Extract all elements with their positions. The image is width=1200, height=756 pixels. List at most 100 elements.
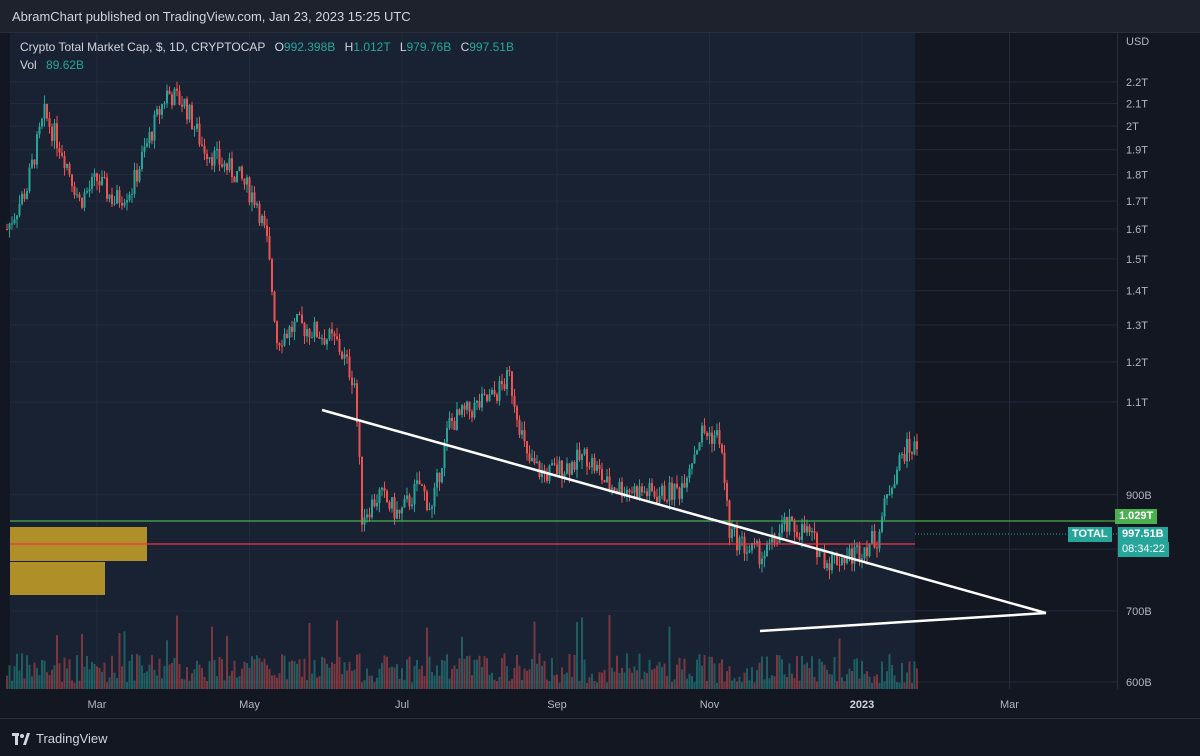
candle-body	[556, 464, 558, 474]
candle-body	[286, 333, 288, 338]
candle-body	[638, 486, 641, 499]
candle-body	[793, 520, 796, 532]
candle-body	[856, 545, 858, 548]
tradingview-logo[interactable]: TradingView	[12, 731, 108, 746]
volume-bar	[178, 664, 181, 689]
volume-bar	[198, 664, 201, 689]
volume-bar	[551, 658, 553, 689]
candle-body	[381, 487, 383, 490]
volume-bar	[776, 654, 778, 689]
volume-bar	[168, 664, 171, 689]
candle-body	[113, 203, 116, 205]
volume-bar	[883, 681, 886, 689]
candle-body	[733, 526, 736, 530]
legend-low-label: L	[399, 40, 407, 54]
candle-body	[118, 190, 121, 203]
candle-body	[78, 194, 81, 198]
volume-bar	[631, 672, 633, 689]
y-tick-label: 2.1T	[1126, 98, 1148, 110]
volume-bar	[73, 682, 76, 689]
volume-bar	[706, 680, 708, 689]
volume-bar	[18, 670, 21, 689]
legend-high: 1.012T	[353, 40, 391, 54]
y-tick-label: 2.2T	[1126, 77, 1148, 89]
candle-body	[578, 449, 581, 460]
candle-body	[541, 469, 543, 477]
volume-bar	[316, 677, 318, 689]
volume-bar	[411, 682, 413, 689]
volume-bar	[298, 659, 301, 689]
candle-body	[873, 530, 876, 548]
candle-body	[843, 557, 846, 564]
volume-bar	[458, 658, 461, 689]
candle-body	[108, 194, 111, 199]
volume-bar	[278, 673, 281, 689]
candle-body	[453, 421, 456, 430]
candle-body	[696, 450, 698, 455]
candle-body	[351, 377, 353, 386]
volume-bar	[156, 675, 158, 689]
ascending-trendline	[759, 611, 1047, 633]
candle-body	[321, 338, 323, 340]
candle-body	[743, 536, 746, 554]
candle-body	[21, 193, 23, 205]
candle-body	[833, 554, 836, 556]
candle-body	[266, 225, 268, 237]
volume-bar	[878, 682, 881, 689]
volume-bar	[201, 668, 203, 689]
candle-body	[888, 494, 891, 496]
volume-bar	[783, 674, 786, 689]
x-tick-label: 2023	[850, 699, 874, 711]
volume-bar	[253, 659, 256, 689]
y-tick-label: 1.5T	[1126, 254, 1148, 266]
volume-bar	[438, 675, 441, 689]
volume-bar	[323, 658, 326, 689]
candle-body	[688, 468, 691, 479]
candle-body	[133, 170, 136, 194]
volume-bar	[748, 680, 751, 689]
candle-body	[283, 333, 286, 346]
volume-bar	[131, 654, 133, 689]
candle-body	[708, 432, 711, 437]
volume-bar	[228, 675, 231, 689]
candle-body	[166, 90, 168, 104]
volume-bar	[263, 658, 266, 689]
volume-bar	[356, 654, 358, 689]
volume-bar	[353, 669, 356, 689]
candle-body	[676, 483, 678, 488]
volume-bar	[226, 635, 228, 689]
candle-body	[31, 159, 33, 168]
candle-body	[171, 94, 173, 106]
volume-bar	[723, 681, 726, 689]
volume-bar	[741, 682, 743, 689]
candle-body	[626, 489, 628, 495]
candle-body	[421, 484, 423, 487]
grid-lines	[10, 33, 1117, 689]
volume-bar	[683, 658, 686, 689]
candle-body	[301, 314, 303, 323]
legend-symbol: Crypto Total Market Cap, $, 1D, CRYPTOCA…	[20, 40, 266, 54]
volume-bar	[756, 670, 758, 689]
candles	[6, 81, 918, 580]
volume-bar	[241, 668, 243, 689]
volume-bar	[331, 662, 333, 689]
candle-body	[236, 171, 238, 183]
candle-body	[261, 215, 263, 224]
volume-bar	[243, 661, 246, 689]
candle-body	[318, 336, 321, 339]
volume-bar	[271, 675, 273, 689]
candle-body	[403, 499, 406, 508]
volume-bar	[383, 655, 386, 689]
chart-plot-area[interactable]	[10, 33, 915, 689]
candle-body	[726, 482, 728, 501]
volume-bar	[633, 666, 636, 689]
publish-header-text: AbramChart published on TradingView.com,…	[12, 9, 411, 24]
volume-bar	[116, 678, 118, 689]
volume-bar	[216, 676, 218, 689]
volume-bar	[221, 659, 223, 689]
volume-bar	[571, 676, 573, 689]
volume-bar	[668, 626, 671, 689]
volume-bar	[21, 653, 23, 689]
volume-bar	[401, 668, 403, 689]
